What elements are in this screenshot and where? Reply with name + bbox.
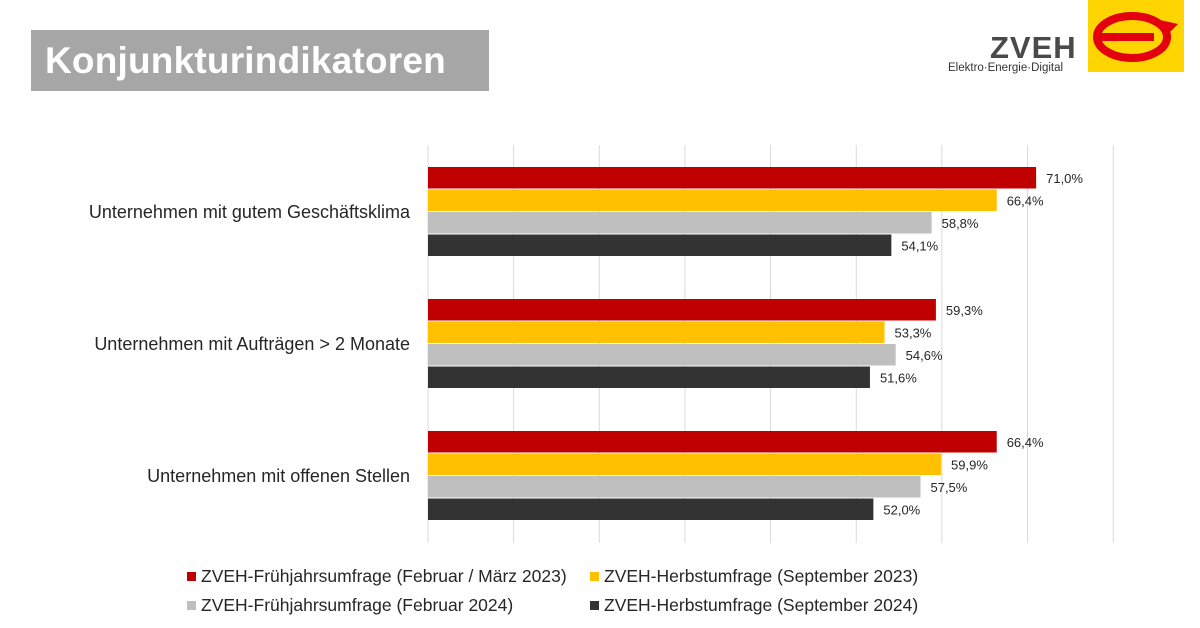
data-label: 58,8% <box>942 216 979 231</box>
data-labels: 71,0%66,4%58,8%54,1%59,3%53,3%54,6%51,6%… <box>880 171 1083 518</box>
data-label: 51,6% <box>880 370 917 385</box>
data-label: 52,0% <box>883 502 920 517</box>
bar <box>428 366 870 388</box>
bar <box>428 299 936 321</box>
data-label: 54,1% <box>901 238 938 253</box>
bars <box>428 167 1037 520</box>
bar <box>428 431 997 453</box>
logo-name: ZVEH <box>990 30 1077 65</box>
data-label: 53,3% <box>895 325 932 340</box>
category-labels: Unternehmen mit gutem Geschäftsklima Unte… <box>89 202 411 486</box>
bar <box>428 167 1037 189</box>
category-label: Unternehmen mit gutem Geschäftsklima <box>89 202 411 222</box>
data-label: 66,4% <box>1007 435 1044 450</box>
bar <box>428 189 997 211</box>
category-label: Unternehmen mit offenen Stellen <box>147 466 410 486</box>
bar <box>428 453 942 475</box>
page-title: Konjunkturindikatoren <box>45 39 446 81</box>
bar <box>428 212 932 234</box>
data-label: 57,5% <box>930 480 967 495</box>
data-label: 59,3% <box>946 303 983 318</box>
logo-tagline: Elektro·Energie·Digital <box>948 62 1064 74</box>
bar <box>428 321 885 343</box>
category-label: Unternehmen mit Aufträgen > 2 Monate <box>94 334 410 354</box>
bar <box>428 476 921 498</box>
zveh-e-logo-icon <box>1088 0 1184 72</box>
data-label: 66,4% <box>1007 193 1044 208</box>
data-label: 54,6% <box>906 348 943 363</box>
bar <box>428 344 896 366</box>
data-label: 71,0% <box>1046 171 1083 186</box>
bar <box>428 234 892 256</box>
bar <box>428 498 874 520</box>
data-label: 59,9% <box>951 457 988 472</box>
title-box: Konjunkturindikatoren <box>31 30 489 91</box>
